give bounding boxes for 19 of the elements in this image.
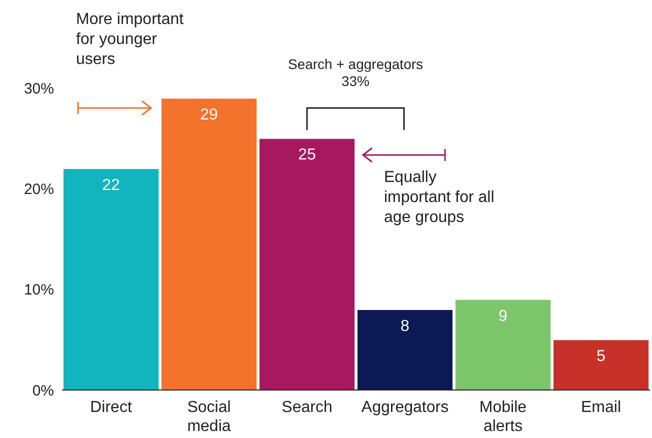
x-tick-label: Mobile alerts [479, 399, 527, 435]
data-label: 5 [596, 348, 606, 366]
data-label: 29 [200, 106, 218, 124]
x-tick-label: Aggregators [361, 399, 449, 416]
data-label: 22 [102, 176, 120, 194]
annotation: Equally important for all age groups [384, 168, 496, 228]
data-label: 8 [400, 318, 410, 335]
y-tick-label: 30% [24, 80, 54, 98]
y-tick-label: 0% [32, 382, 54, 400]
x-tick-label: Direct [90, 399, 132, 416]
text: More important for younger users [76, 10, 185, 70]
x-tick-label: Search [282, 399, 332, 416]
y-tick-label: 10% [24, 282, 54, 299]
data-label: 25 [298, 146, 316, 164]
data-label: 9 [498, 308, 508, 325]
annotation: Search + aggregators 33% [286, 56, 424, 90]
y-tick-label: 20% [24, 180, 54, 198]
x-tick-label: Email [580, 399, 622, 416]
x-tick-label: Social media [187, 399, 231, 435]
